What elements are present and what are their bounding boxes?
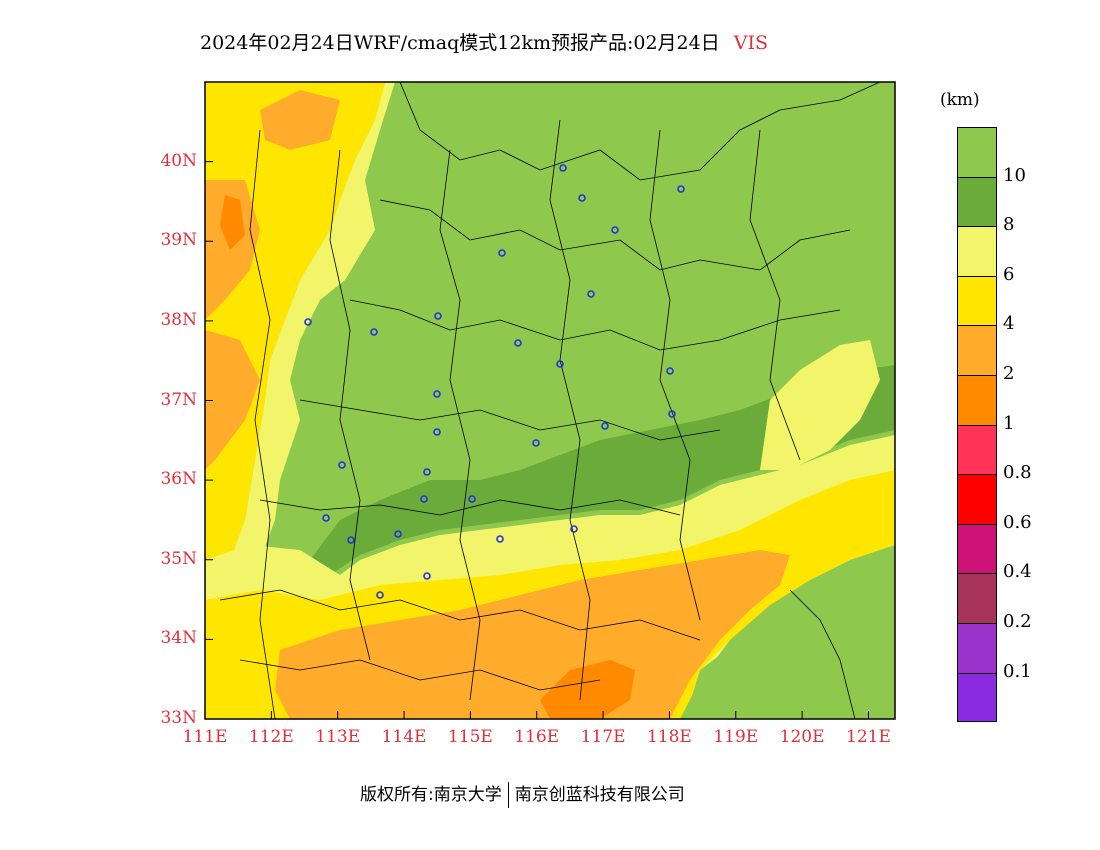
vis-region-north-2-4: [260, 90, 340, 150]
station-marker: [570, 525, 578, 533]
title-variable: VIS: [733, 32, 768, 54]
station-marker: [559, 164, 567, 172]
colorbar-label: 0.8: [1003, 462, 1032, 484]
longitude-tick-label: 113E: [315, 727, 361, 747]
colorbar-label: 0.1: [1003, 660, 1032, 682]
longitude-tick-label: 114E: [381, 727, 427, 747]
longitude-tick-label: 117E: [580, 727, 626, 747]
legend-unit: (km): [940, 90, 980, 110]
colorbar-label: 1: [1003, 412, 1015, 434]
map-title: 2024年02月24日WRF/cmaq模式12km预报产品:02月24日 VIS: [200, 28, 920, 55]
station-marker: [666, 367, 674, 375]
colorbar-swatch: [957, 672, 997, 723]
vis-region-west-1-2: [220, 195, 245, 250]
colorbar-swatch: [957, 474, 997, 524]
station-marker: [376, 591, 384, 599]
latitude-tick-label: 40N: [160, 150, 197, 171]
vis-region-west-2-4: [205, 180, 260, 320]
title-main: 2024年02月24日WRF/cmaq模式12km预报产品:02月24日: [200, 32, 720, 54]
longitude-tick-label: 118E: [646, 727, 692, 747]
colorbar-swatch: [957, 573, 997, 623]
station-marker: [496, 535, 504, 543]
latitude-tick-label: 36N: [160, 469, 197, 490]
station-marker: [322, 514, 330, 522]
colorbar-swatch: [957, 275, 997, 326]
vis-region-west-2-4-b: [205, 330, 260, 470]
station-marker: [370, 328, 378, 336]
colorbar-label: 2: [1003, 363, 1015, 384]
station-marker: [423, 468, 431, 476]
colorbar-swatch: [957, 375, 997, 425]
colorbar-swatch: [957, 127, 997, 177]
colorbar-label: 8: [1003, 214, 1015, 236]
colorbar-label: 0.4: [1003, 561, 1032, 583]
station-marker: [532, 439, 540, 447]
footer-left: 版权所有:南京大学: [360, 785, 502, 805]
station-marker: [556, 360, 564, 368]
vis-region-west-6-8: [205, 82, 395, 610]
latitude-tick-label: 38N: [160, 309, 197, 330]
station-marker: [514, 339, 522, 347]
admin-boundaries: [219, 82, 881, 719]
colorbar-label: 10: [1003, 164, 1026, 186]
vis-region-coast-6-8: [760, 340, 880, 470]
visibility-field: [205, 82, 895, 719]
colorbar-label: 4: [1003, 313, 1015, 335]
colorbar-swatch: [957, 176, 997, 227]
latitude-tick-label: 35N: [160, 548, 197, 569]
vis-region-south-1-2: [540, 660, 635, 719]
station-marker: [601, 422, 609, 430]
vis-region-central-8-10: [310, 365, 895, 575]
colorbar-swatch: [957, 226, 997, 276]
station-marker: [304, 318, 312, 326]
station-marker: [347, 536, 355, 544]
station-markers: [304, 164, 685, 599]
colorbar-swatch: [957, 623, 997, 673]
station-marker: [394, 530, 402, 538]
station-marker: [498, 249, 506, 257]
station-marker: [338, 461, 346, 469]
longitude-tick-label: 112E: [248, 727, 294, 747]
station-marker: [433, 390, 441, 398]
latitude-tick-label: 39N: [160, 230, 197, 251]
station-marker: [677, 185, 685, 193]
station-marker: [420, 495, 428, 503]
longitude-tick-label: 120E: [779, 727, 825, 747]
longitude-tick-label: 121E: [846, 727, 891, 747]
latitude-tick-label: 33N: [160, 708, 197, 728]
colorbar-swatch: [957, 424, 997, 475]
colorbar-label: 6: [1003, 263, 1015, 285]
longitude-tick-label: 116E: [514, 727, 560, 747]
vis-region-south-2-4: [275, 550, 790, 719]
station-marker: [578, 194, 586, 202]
colorbar-swatch: [957, 325, 997, 375]
station-marker: [434, 312, 442, 320]
copyright-footer: 版权所有:南京大学 南京创蓝科技有限公司: [360, 780, 685, 808]
latitude-tick-label: 34N: [160, 628, 197, 649]
station-marker: [423, 572, 431, 580]
longitude-tick-label: 115E: [447, 727, 493, 747]
colorbar-label: 0.6: [1003, 511, 1032, 533]
footer-right: 南京创蓝科技有限公司: [514, 785, 685, 805]
station-marker: [468, 495, 476, 503]
station-marker: [433, 428, 441, 436]
axis-ticks: [204, 161, 869, 720]
station-marker: [668, 410, 676, 418]
longitude-tick-label: 111E: [182, 727, 228, 747]
latitude-tick-label: 37N: [160, 389, 197, 410]
longitude-tick-label: 119E: [713, 727, 759, 747]
footer-separator: [507, 782, 509, 808]
station-marker: [611, 226, 619, 234]
station-marker: [587, 290, 595, 298]
colorbar-swatch: [957, 523, 997, 574]
vis-region-southeast-above-10: [680, 545, 895, 719]
colorbar-label: 0.2: [1003, 611, 1032, 632]
